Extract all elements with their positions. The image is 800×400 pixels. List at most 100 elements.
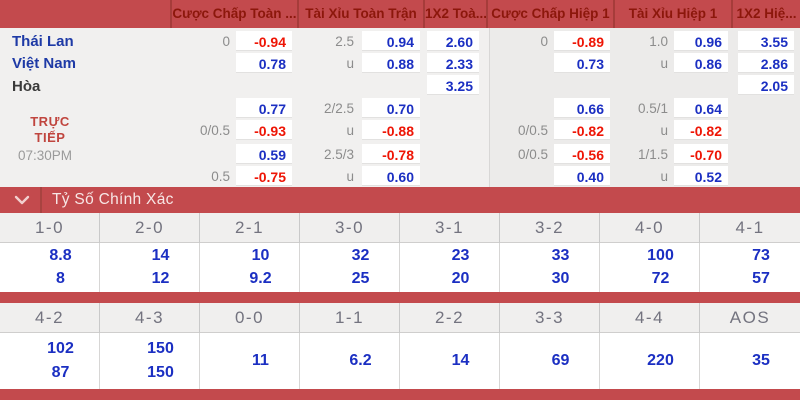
section-separator [0,292,800,303]
away-team-name: Việt Nam [12,55,76,72]
over-under-h1-odds[interactable]: 0.96 [674,31,728,51]
handicap-ft-odds[interactable]: -0.94 [236,31,292,51]
score-odds-value[interactable]: 20 [451,269,470,287]
handicap-h1-line: 0/0.5 [517,123,548,138]
handicap-h1-line: 0 [540,34,548,49]
handicap-ft-odds[interactable]: -0.75 [236,166,292,186]
score-odds-cell[interactable]: 14 [400,333,500,389]
over-under-ft-odds[interactable]: 0.70 [362,98,420,118]
score-odds-cell[interactable]: 150 150 [100,333,200,389]
score-label: 2-2 [400,303,500,333]
over-under-h1-odds[interactable]: 0.64 [674,98,728,118]
handicap-h1-odds[interactable]: 0.73 [554,53,610,73]
score-odds-row: 8.8 8 14 12 10 9.2 32 25 23 20 33 30 100 72 73 57 [0,243,800,292]
handicap-ft-odds[interactable]: 0.77 [236,98,292,118]
score-odds-value[interactable]: 150 [147,364,174,382]
over-under-h1-odds[interactable]: -0.70 [674,144,728,164]
score-odds-value[interactable]: 9.2 [249,269,272,287]
score-odds-value[interactable]: 23 [451,247,470,265]
score-odds-cell[interactable]: 73 57 [700,243,800,292]
score-odds-value[interactable]: 87 [51,364,70,382]
handicap-ft-odds[interactable]: 0.59 [236,144,292,164]
1x2-ft-odds[interactable]: 3.25 [427,75,479,95]
1x2-h1-odds[interactable]: 2.86 [738,53,794,73]
1x2-ft-odds[interactable]: 2.33 [427,53,479,73]
score-odds-row: 102 87 150 150 11 6.2 14 69 220 35 [0,333,800,389]
score-odds-value[interactable]: 11 [252,352,269,369]
over-under-ft-odds[interactable]: 0.60 [362,166,420,186]
score-odds-cell[interactable]: 32 25 [300,243,400,292]
chevron-down-icon[interactable] [13,194,31,206]
correct-score-section-header[interactable]: Tỷ Số Chính Xác [0,187,800,213]
market-header-over-under-ft: Tài Xỉu Toàn Trận [297,0,423,28]
over-under-ft-odds[interactable]: -0.78 [362,144,420,164]
handicap-h1-line: 0/0.5 [517,147,548,162]
kickoff-time: 07:30PM [18,148,73,163]
1x2-h1-odds[interactable]: 3.55 [738,31,794,51]
over-under-ft-line: u [346,56,354,71]
over-under-ft-odds[interactable]: -0.88 [362,120,420,140]
score-odds-value[interactable]: 35 [752,352,770,369]
score-odds-value[interactable]: 72 [651,269,670,287]
over-under-h1-line: 1.0 [649,34,668,49]
over-under-h1-odds[interactable]: 0.86 [674,53,728,73]
score-odds-value[interactable]: 69 [551,352,570,369]
over-under-ft-line: u [346,123,354,138]
score-odds-cell[interactable]: 220 [600,333,700,389]
score-odds-cell[interactable]: 11 [200,333,300,389]
score-odds-cell[interactable]: 14 12 [100,243,200,292]
score-odds-value[interactable]: 8 [56,269,65,287]
over-under-h1-odds[interactable]: 0.52 [674,166,728,186]
score-odds-cell[interactable]: 69 [500,333,600,389]
score-odds-value[interactable]: 57 [752,269,770,287]
handicap-h1-odds[interactable]: 0.40 [554,166,610,186]
over-under-ft-line: u [346,169,354,184]
over-under-ft-odds[interactable]: 0.94 [362,31,420,51]
handicap-h1-odds[interactable]: 0.66 [554,98,610,118]
score-odds-value[interactable]: 32 [351,247,370,265]
handicap-ft-odds[interactable]: 0.78 [236,53,292,73]
odds-row: 0.5 -0.75 u 0.60 0.40 u 0.52 [0,166,800,187]
score-odds-value[interactable]: 10 [251,247,270,265]
score-odds-value[interactable]: 25 [351,269,370,287]
score-odds-value[interactable]: 14 [451,352,470,369]
over-under-ft-line: 2.5 [335,34,354,49]
score-odds-value[interactable]: 8.8 [49,247,72,265]
over-under-h1-line: 1/1.5 [637,147,668,162]
1x2-ft-odds[interactable]: 2.60 [427,31,479,51]
score-odds-cell[interactable]: 35 [700,333,800,389]
score-odds-value[interactable]: 14 [151,247,170,265]
1x2-h1-odds[interactable]: 2.05 [738,75,794,95]
score-odds-cell[interactable]: 33 30 [500,243,600,292]
odds-row: 0.59 2.5/3 -0.78 0/0.5 -0.56 1/1.5 -0.70 [0,144,800,165]
score-odds-cell[interactable]: 23 20 [400,243,500,292]
bottom-bar [0,389,800,400]
handicap-ft-odds[interactable]: -0.93 [236,120,292,140]
score-odds-value[interactable]: 33 [551,247,570,265]
score-odds-value[interactable]: 73 [752,247,770,265]
over-under-h1-odds[interactable]: -0.82 [674,120,728,140]
odds-row: 0.78 u 0.88 2.33 0.73 u 0.86 2.86 [0,53,800,74]
handicap-h1-odds[interactable]: -0.56 [554,144,610,164]
score-label: 2-1 [200,213,300,243]
score-odds-cell[interactable]: 10 9.2 [200,243,300,292]
score-odds-cell[interactable]: 6.2 [300,333,400,389]
score-odds-value[interactable]: 220 [647,352,674,369]
score-odds-cell[interactable]: 8.8 8 [0,243,100,292]
score-odds-value[interactable]: 30 [551,269,570,287]
score-odds-cell[interactable]: 100 72 [600,243,700,292]
score-odds-cell[interactable]: 102 87 [0,333,100,389]
odds-row: 3.25 2.05 [0,75,800,96]
handicap-h1-odds[interactable]: -0.89 [554,31,610,51]
score-odds-value[interactable]: 150 [147,339,174,357]
score-odds-value[interactable]: 100 [647,247,674,265]
score-label: AOS [729,308,771,327]
score-odds-value[interactable]: 102 [47,339,74,357]
over-under-ft-odds[interactable]: 0.88 [362,53,420,73]
score-label: 1-1 [300,303,400,333]
correct-score-title: Tỷ Số Chính Xác [52,191,174,208]
score-odds-value[interactable]: 6.2 [349,352,372,369]
score-odds-value[interactable]: 12 [151,269,170,287]
handicap-h1-odds[interactable]: -0.82 [554,120,610,140]
